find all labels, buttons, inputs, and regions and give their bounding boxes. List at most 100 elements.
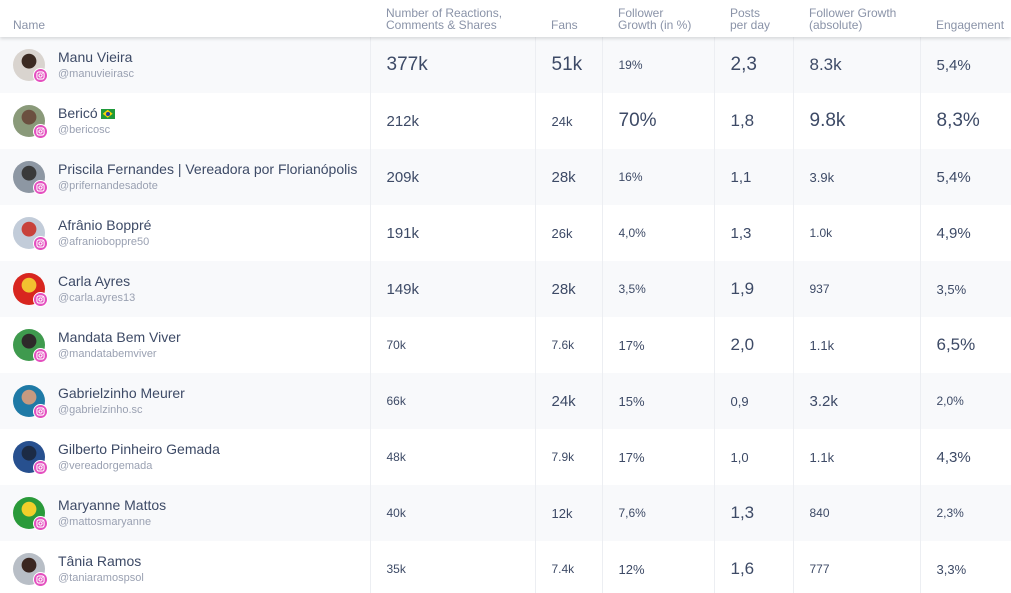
- profile[interactable]: Maryanne Mattos @mattosmaryanne: [13, 496, 370, 531]
- profile-handle: @manuvieirasc: [58, 67, 134, 80]
- follower-growth-abs-value: 3.9k: [792, 149, 920, 205]
- profile-name[interactable]: Manu Vieira: [58, 48, 133, 65]
- profile[interactable]: Priscila Fernandes | Vereadora por Flori…: [13, 161, 370, 195]
- fans-value: 28k: [534, 149, 602, 205]
- avatar[interactable]: [13, 329, 48, 363]
- avatar[interactable]: [13, 497, 48, 531]
- profile-name[interactable]: Afrânio Boppré: [58, 216, 152, 233]
- avatar[interactable]: [13, 105, 48, 139]
- profile[interactable]: Manu Vieira @manuvieirasc: [13, 48, 370, 83]
- instagram-icon: [33, 572, 48, 587]
- column-header-name[interactable]: Name: [0, 0, 370, 37]
- fans-value: 26k: [534, 205, 602, 261]
- header-label-line2: per day: [730, 18, 771, 32]
- instagram-icon: [33, 124, 48, 139]
- profile-cell: Mandata Bem Viver @mandatabemviver: [0, 317, 370, 373]
- profile-name[interactable]: Mandata Bem Viver: [58, 328, 181, 345]
- profile-name[interactable]: Tânia Ramos: [58, 552, 142, 569]
- reactions-value: 48k: [369, 429, 535, 485]
- profile-handle: @prifernandesadote: [58, 179, 158, 192]
- follower-growth-abs-value: 1.1k: [792, 317, 920, 373]
- table-row[interactable]: Maryanne Mattos @mattosmaryanne 40k 12k …: [0, 485, 1011, 541]
- profile[interactable]: Mandata Bem Viver @mandatabemviver: [13, 328, 370, 363]
- profile-name-line: Afrânio Boppré: [58, 217, 151, 234]
- follower-growth-pct-value: 17%: [601, 317, 714, 373]
- table-row[interactable]: Tânia Ramos @taniaramospsol 35k 7.4k 12%…: [0, 541, 1011, 593]
- profile-cell: Afrânio Boppré @afranioboppre50: [0, 205, 370, 261]
- profile[interactable]: Afrânio Boppré @afranioboppre50: [13, 217, 370, 251]
- table-row[interactable]: Gilberto Pinheiro Gemada @vereadorgemada…: [0, 429, 1011, 485]
- table-row[interactable]: Mandata Bem Viver @mandatabemviver 70k 7…: [0, 317, 1011, 373]
- instagram-icon: [33, 68, 48, 83]
- profile-handle: @gabrielzinho.sc: [58, 403, 143, 416]
- column-header-engagement[interactable]: Engagement: [920, 0, 1011, 37]
- profile-name-line: Gabrielzinho Meurer: [58, 385, 185, 402]
- engagement-value: 6,5%: [919, 317, 1011, 373]
- avatar[interactable]: [13, 273, 48, 307]
- fans-value: 12k: [534, 485, 602, 541]
- profile-name[interactable]: Gabrielzinho Meurer: [58, 384, 185, 401]
- profile-name[interactable]: Maryanne Mattos: [58, 496, 167, 513]
- instagram-icon: [33, 460, 48, 475]
- header-label-line1: Posts: [730, 6, 761, 20]
- reactions-value: 209k: [369, 149, 535, 205]
- avatar[interactable]: [13, 217, 48, 251]
- profile-cell: Manu Vieira @manuvieirasc: [0, 37, 370, 93]
- table-row[interactable]: Priscila Fernandes | Vereadora por Flori…: [0, 149, 1011, 205]
- engagement-value: 3,3%: [919, 541, 1011, 593]
- fans-value: 7.6k: [534, 317, 602, 373]
- avatar[interactable]: [13, 161, 48, 195]
- profile-cell: Carla Ayres @carla.ayres13: [0, 261, 370, 317]
- reactions-value: 377k: [369, 37, 535, 93]
- column-header-follower-growth-pct[interactable]: Follower Growth (in %): [602, 0, 714, 37]
- engagement-value: 2,0%: [919, 373, 1011, 429]
- engagement-value: 4,9%: [919, 205, 1011, 261]
- table-row[interactable]: Afrânio Boppré @afranioboppre50 191k 26k…: [0, 205, 1011, 261]
- profile-cell: Tânia Ramos @taniaramospsol: [0, 541, 370, 593]
- profile-name[interactable]: Gilberto Pinheiro Gemada: [58, 440, 220, 457]
- posts-per-day-value: 1,9: [713, 261, 793, 317]
- profile-name[interactable]: Bericó: [58, 104, 98, 121]
- instagram-icon: [33, 404, 48, 419]
- avatar[interactable]: [13, 553, 48, 587]
- reactions-value: 149k: [369, 261, 535, 317]
- avatar[interactable]: [13, 49, 48, 83]
- profile-handle: @taniaramospsol: [58, 571, 144, 584]
- follower-growth-pct-value: 16%: [601, 149, 714, 205]
- profile[interactable]: Gabrielzinho Meurer @gabrielzinho.sc: [13, 385, 370, 419]
- fans-value: 24k: [534, 93, 602, 149]
- column-header-follower-growth-abs[interactable]: Follower Growth (absolute): [793, 0, 920, 37]
- avatar[interactable]: [13, 385, 48, 419]
- profile[interactable]: Gilberto Pinheiro Gemada @vereadorgemada: [13, 440, 370, 475]
- instagram-icon: [33, 236, 48, 251]
- profile-handle: @carla.ayres13: [58, 291, 136, 304]
- column-header-reactions[interactable]: Number of Reactions, Comments & Shares: [370, 0, 535, 37]
- posts-per-day-value: 1,8: [713, 93, 793, 149]
- posts-per-day-value: 1,3: [713, 205, 793, 261]
- profile[interactable]: Carla Ayres @carla.ayres13: [13, 273, 370, 307]
- table-row[interactable]: Carla Ayres @carla.ayres13 149k 28k 3,5%…: [0, 261, 1011, 317]
- reactions-value: 191k: [369, 205, 535, 261]
- header-label-line2: Comments & Shares: [386, 18, 497, 32]
- header-label: Engagement: [936, 18, 1005, 32]
- profile-name-line: Carla Ayres: [58, 273, 135, 290]
- fans-value: 28k: [534, 261, 602, 317]
- profile-name[interactable]: Priscila Fernandes | Vereadora por Flori…: [58, 160, 358, 177]
- follower-growth-abs-value: 840: [792, 485, 920, 541]
- posts-per-day-value: 1,3: [713, 485, 793, 541]
- profile[interactable]: Bericó @bericosc: [13, 104, 370, 139]
- posts-per-day-value: 2,0: [713, 317, 793, 373]
- profile-name-line: Priscila Fernandes | Vereadora por Flori…: [58, 161, 357, 178]
- avatar[interactable]: [13, 441, 48, 475]
- profile[interactable]: Tânia Ramos @taniaramospsol: [13, 552, 370, 587]
- profile-cell: Gilberto Pinheiro Gemada @vereadorgemada: [0, 429, 370, 485]
- column-header-posts-per-day[interactable]: Posts per day: [714, 0, 793, 37]
- profile-name[interactable]: Carla Ayres: [58, 272, 131, 289]
- table-row[interactable]: Manu Vieira @manuvieirasc 377k 51k 19% 2…: [0, 37, 1011, 93]
- table-row[interactable]: Bericó @bericosc 212k 24k 70% 1,8 9.8k 8…: [0, 93, 1011, 149]
- profile-handle: @vereadorgemada: [58, 459, 153, 472]
- follower-growth-pct-value: 15%: [601, 373, 714, 429]
- table-row[interactable]: Gabrielzinho Meurer @gabrielzinho.sc 66k…: [0, 373, 1011, 429]
- posts-per-day-value: 1,6: [713, 541, 793, 593]
- column-header-fans[interactable]: Fans: [535, 0, 602, 37]
